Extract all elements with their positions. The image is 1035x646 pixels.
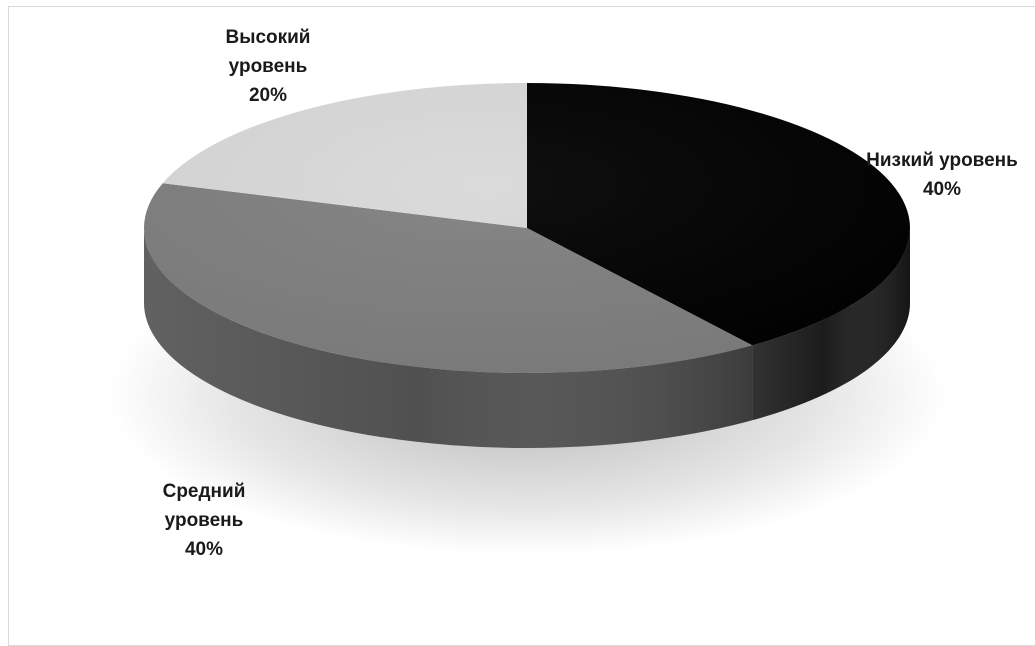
data-label-category: Средний	[163, 481, 246, 502]
data-label-category: уровень	[165, 510, 244, 531]
pie-slice-side-shade-1	[144, 228, 753, 448]
pie-tops	[143, 83, 910, 374]
data-label-percent: 40%	[923, 179, 961, 200]
data-label-1: Средний уровень 40%	[163, 481, 246, 560]
data-label-percent: 20%	[249, 85, 287, 106]
data-label-0: Низкий уровень 40%	[866, 150, 1018, 200]
data-label-percent: 40%	[185, 539, 223, 560]
pie-labels: Низкий уровень 40% Средний уровень 40% Высоки…	[163, 27, 1018, 560]
data-label-2: Высокий уровень 20%	[226, 27, 311, 106]
pie-sides	[144, 228, 910, 448]
data-label-category: Высокий	[226, 27, 311, 48]
data-label-category: уровень	[229, 56, 308, 77]
pie-top-gloss	[144, 83, 910, 373]
pie-slice-side-shade-0	[752, 228, 910, 421]
pie-chart: Низкий уровень 40% Средний уровень 40% Высоки…	[107, 27, 1018, 560]
data-label-category: Низкий уровень	[866, 150, 1018, 171]
